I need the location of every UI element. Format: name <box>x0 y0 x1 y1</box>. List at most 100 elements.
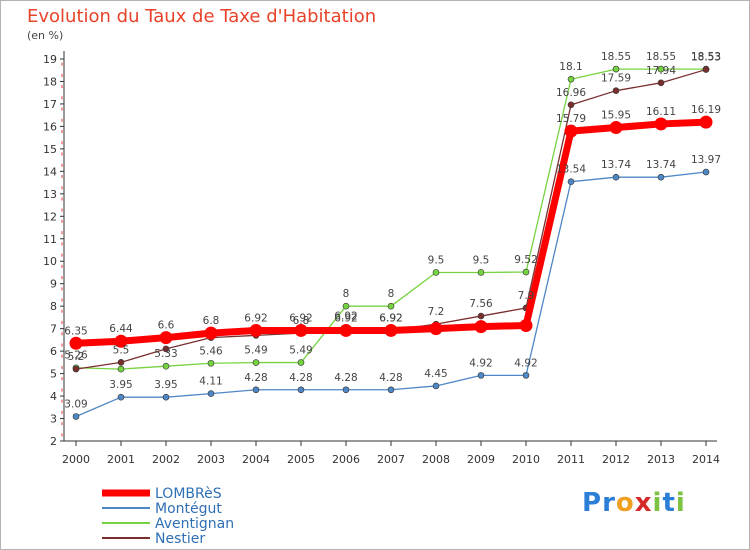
data-point <box>387 302 395 310</box>
logo-letter: i <box>652 488 663 518</box>
data-label: 6.92 <box>379 312 402 324</box>
data-point <box>342 386 350 394</box>
data-label: 4.11 <box>199 376 222 388</box>
y-tick-label: 6 <box>50 345 57 358</box>
data-label: 16.11 <box>646 106 676 118</box>
data-point <box>522 372 530 379</box>
data-point <box>339 323 353 337</box>
data-label: 4.92 <box>469 357 492 369</box>
x-tick-label: 2003 <box>197 453 225 466</box>
data-point <box>207 390 215 397</box>
data-point <box>429 322 443 336</box>
logo-letter: r <box>602 488 616 518</box>
data-point <box>567 101 575 109</box>
data-label: 7.9 <box>518 290 535 302</box>
data-point <box>474 320 488 334</box>
data-point <box>657 65 665 73</box>
legend-entry: LOMBRèS <box>155 486 222 502</box>
data-label: 6.35 <box>64 325 87 337</box>
x-tick-label: 2001 <box>107 453 135 466</box>
data-label: 17.59 <box>601 73 631 85</box>
data-label: 4.28 <box>379 372 402 384</box>
data-label: 5.5 <box>113 344 130 356</box>
y-tick-label: 2 <box>50 435 57 448</box>
data-label: 18.55 <box>601 51 631 63</box>
x-tick-label: 2005 <box>287 453 315 466</box>
data-label: 3.09 <box>64 399 87 411</box>
data-point <box>477 269 485 276</box>
data-label: 8 <box>343 288 350 300</box>
data-label: 6.92 <box>334 311 357 323</box>
data-label: 7.56 <box>469 298 493 310</box>
x-tick-label: 2012 <box>602 453 630 466</box>
data-label: 8 <box>388 288 395 300</box>
data-label: 9.5 <box>428 254 445 266</box>
data-label: 15.95 <box>601 110 631 122</box>
data-point <box>612 65 620 73</box>
data-point <box>69 336 83 350</box>
data-point <box>612 87 620 94</box>
y-tick-label: 15 <box>43 143 57 156</box>
data-label: 13.54 <box>556 164 586 176</box>
y-tick-label: 5 <box>50 368 57 381</box>
x-tick-label: 2002 <box>152 453 180 466</box>
y-tick-label: 17 <box>43 98 57 111</box>
x-tick-label: 2008 <box>422 453 450 466</box>
data-label: 6.92 <box>289 312 312 324</box>
data-point <box>204 326 218 340</box>
x-tick-label: 2000 <box>62 453 90 466</box>
x-tick-label: 2011 <box>557 453 585 466</box>
chart-title: Evolution du Taux de Taxe d'Habitation <box>27 6 377 27</box>
x-tick-label: 2010 <box>512 453 540 466</box>
data-point <box>609 121 623 135</box>
y-tick-label: 11 <box>43 233 57 246</box>
data-point <box>522 268 530 276</box>
data-point <box>702 168 710 176</box>
data-point <box>72 413 80 420</box>
data-point <box>654 117 668 131</box>
x-tick-label: 2006 <box>332 453 360 466</box>
data-point <box>702 66 710 73</box>
data-label: 5.49 <box>289 345 312 357</box>
y-tick-label: 7 <box>50 323 57 336</box>
y-tick-label: 8 <box>50 300 57 313</box>
data-label: 4.45 <box>424 368 447 380</box>
logo-letter: t <box>662 488 676 518</box>
data-label: 6.8 <box>293 315 310 327</box>
data-point <box>159 331 173 345</box>
data-label: 4.92 <box>514 357 537 369</box>
data-point <box>477 312 485 320</box>
x-tick-label: 2013 <box>647 453 675 466</box>
data-label: 5.46 <box>199 345 223 357</box>
data-label: 17.94 <box>646 65 676 77</box>
x-tick-label: 2004 <box>242 453 270 466</box>
y-tick-label: 10 <box>43 255 57 268</box>
data-point <box>117 393 125 401</box>
logo-letter: i <box>675 488 686 518</box>
data-point <box>342 302 350 310</box>
data-label: 9.52 <box>514 254 537 266</box>
data-point <box>657 173 665 181</box>
data-point <box>249 323 263 337</box>
data-label: 6.92 <box>334 312 357 324</box>
data-point <box>567 178 575 185</box>
data-label: 16.19 <box>691 104 721 116</box>
data-label: 3.95 <box>109 379 132 391</box>
data-point <box>564 124 578 138</box>
x-tick-label: 2007 <box>377 453 405 466</box>
data-point <box>432 269 440 276</box>
data-label: 4.28 <box>334 372 357 384</box>
data-label: 5.33 <box>154 348 177 360</box>
y-tick-label: 4 <box>50 390 57 403</box>
y-tick-label: 3 <box>50 413 57 426</box>
data-label: 18.55 <box>646 51 676 63</box>
y-tick-label: 19 <box>43 53 57 66</box>
data-point <box>117 359 125 366</box>
data-label: 15.79 <box>556 113 586 125</box>
data-point <box>657 79 665 87</box>
data-label: 6.8 <box>203 315 220 327</box>
data-label: 4.28 <box>244 372 267 384</box>
data-label: 13.97 <box>691 154 721 166</box>
proxiti-logo: Proxiti <box>582 488 686 518</box>
